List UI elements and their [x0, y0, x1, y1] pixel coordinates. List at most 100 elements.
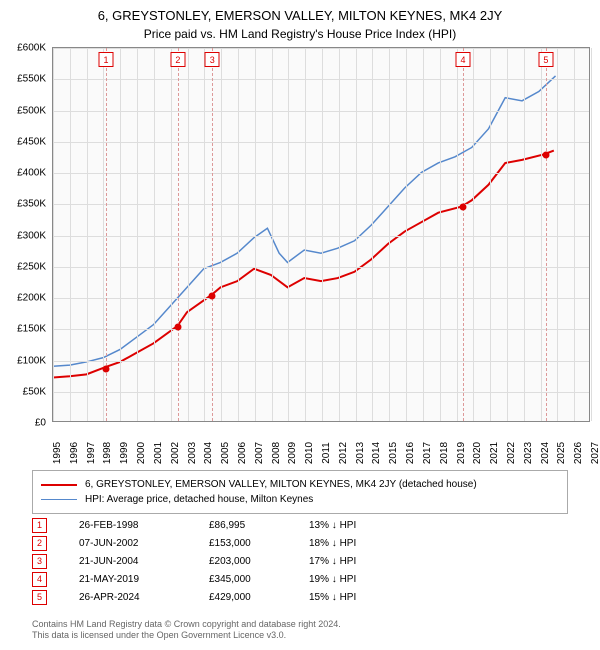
y-tick-label: £250K — [17, 261, 46, 272]
chart-container: 6, GREYSTONLEY, EMERSON VALLEY, MILTON K… — [0, 0, 600, 650]
x-tick-label: 2001 — [153, 442, 164, 464]
event-row: 1 26-FEB-1998£86,99513% ↓ HPI — [32, 516, 429, 534]
footer: Contains HM Land Registry data © Crown c… — [32, 619, 341, 642]
event-point-marker — [460, 204, 467, 211]
event-marker-line — [178, 48, 179, 421]
x-tick-label: 2019 — [456, 442, 467, 464]
legend-swatch-property — [41, 484, 77, 486]
x-tick-label: 1995 — [52, 442, 63, 464]
event-badge: 3 — [32, 554, 47, 569]
x-tick-label: 2011 — [321, 442, 332, 464]
event-marker-line — [463, 48, 464, 421]
legend: 6, GREYSTONLEY, EMERSON VALLEY, MILTON K… — [32, 470, 568, 514]
event-marker-badge: 4 — [456, 52, 471, 67]
event-marker-badge: 5 — [538, 52, 553, 67]
event-point-marker — [174, 324, 181, 331]
x-tick-label: 2008 — [271, 442, 282, 464]
event-badge: 4 — [32, 572, 47, 587]
event-diff: 13% ↓ HPI — [309, 520, 429, 531]
x-tick-label: 2023 — [523, 442, 534, 464]
event-marker-badge: 2 — [170, 52, 185, 67]
x-tick-label: 2017 — [422, 442, 433, 464]
y-tick-label: £100K — [17, 355, 46, 366]
y-tick-label: £50K — [23, 386, 46, 397]
y-tick-label: £150K — [17, 324, 46, 335]
x-tick-label: 2012 — [338, 442, 349, 464]
event-marker-badge: 3 — [205, 52, 220, 67]
legend-swatch-hpi — [41, 499, 77, 500]
x-tick-label: 2000 — [136, 442, 147, 464]
footer-line2: This data is licensed under the Open Gov… — [32, 630, 341, 642]
event-row: 3 21-JUN-2004£203,00017% ↓ HPI — [32, 552, 429, 570]
x-tick-label: 2016 — [405, 442, 416, 464]
event-price: £86,995 — [209, 520, 309, 531]
event-price: £153,000 — [209, 538, 309, 549]
event-date: 21-MAY-2019 — [79, 574, 209, 585]
event-diff: 18% ↓ HPI — [309, 538, 429, 549]
event-point-marker — [209, 293, 216, 300]
chart-title: 6, GREYSTONLEY, EMERSON VALLEY, MILTON K… — [0, 0, 600, 23]
chart-subtitle: Price paid vs. HM Land Registry's House … — [0, 23, 600, 47]
event-price: £429,000 — [209, 592, 309, 603]
event-row: 5 26-APR-2024£429,00015% ↓ HPI — [32, 588, 429, 606]
x-tick-label: 1997 — [86, 442, 97, 464]
x-tick-label: 2025 — [556, 442, 567, 464]
x-tick-label: 2014 — [371, 442, 382, 464]
x-tick-label: 2013 — [355, 442, 366, 464]
legend-label-property: 6, GREYSTONLEY, EMERSON VALLEY, MILTON K… — [85, 479, 477, 490]
event-marker-badge: 1 — [98, 52, 113, 67]
event-date: 26-APR-2024 — [79, 592, 209, 603]
x-tick-label: 2015 — [388, 442, 399, 464]
x-tick-label: 2022 — [506, 442, 517, 464]
legend-item-hpi: HPI: Average price, detached house, Milt… — [41, 492, 559, 507]
y-tick-label: £200K — [17, 293, 46, 304]
y-tick-label: £350K — [17, 199, 46, 210]
legend-item-property: 6, GREYSTONLEY, EMERSON VALLEY, MILTON K… — [41, 477, 559, 492]
x-tick-label: 2002 — [170, 442, 181, 464]
x-axis: 1995 1996 1997 1998 1999 2000 2001 2002 2003 2004… — [52, 423, 590, 463]
y-axis: £0£50K£100K£150K£200K£250K£300K£350K£400… — [0, 48, 50, 423]
x-tick-label: 2007 — [254, 442, 265, 464]
event-diff: 17% ↓ HPI — [309, 556, 429, 567]
event-badge: 2 — [32, 536, 47, 551]
y-tick-label: £450K — [17, 136, 46, 147]
x-tick-label: 2005 — [220, 442, 231, 464]
x-tick-label: 2021 — [489, 442, 500, 464]
y-tick-label: £500K — [17, 105, 46, 116]
events-table: 1 26-FEB-1998£86,99513% ↓ HPI 2 07-JUN-2002… — [32, 516, 429, 606]
y-tick-label: £400K — [17, 168, 46, 179]
event-badge: 1 — [32, 518, 47, 533]
y-tick-label: £600K — [17, 43, 46, 54]
event-point-marker — [542, 151, 549, 158]
x-tick-label: 1996 — [69, 442, 80, 464]
event-date: 07-JUN-2002 — [79, 538, 209, 549]
x-tick-label: 2027 — [590, 442, 600, 464]
event-diff: 19% ↓ HPI — [309, 574, 429, 585]
event-row: 2 07-JUN-2002£153,00018% ↓ HPI — [32, 534, 429, 552]
event-point-marker — [102, 365, 109, 372]
x-tick-label: 2003 — [187, 442, 198, 464]
event-badge: 5 — [32, 590, 47, 605]
y-tick-label: £0 — [35, 418, 46, 429]
x-tick-label: 1999 — [119, 442, 130, 464]
x-tick-label: 2006 — [237, 442, 248, 464]
x-tick-label: 2004 — [203, 442, 214, 464]
plot-svg — [53, 48, 589, 421]
x-tick-label: 2010 — [304, 442, 315, 464]
x-tick-label: 2026 — [573, 442, 584, 464]
plot-area: 1 2 3 4 5 — [52, 47, 590, 422]
y-tick-label: £550K — [17, 74, 46, 85]
legend-label-hpi: HPI: Average price, detached house, Milt… — [85, 494, 313, 505]
event-price: £203,000 — [209, 556, 309, 567]
event-date: 21-JUN-2004 — [79, 556, 209, 567]
x-tick-label: 2009 — [287, 442, 298, 464]
event-row: 421-MAY-2019£345,00019% ↓ HPI — [32, 570, 429, 588]
event-marker-line — [546, 48, 547, 421]
footer-line1: Contains HM Land Registry data © Crown c… — [32, 619, 341, 631]
event-date: 26-FEB-1998 — [79, 520, 209, 531]
x-tick-label: 1998 — [102, 442, 113, 464]
event-marker-line — [212, 48, 213, 421]
event-diff: 15% ↓ HPI — [309, 592, 429, 603]
x-tick-label: 2020 — [472, 442, 483, 464]
x-tick-label: 2024 — [540, 442, 551, 464]
